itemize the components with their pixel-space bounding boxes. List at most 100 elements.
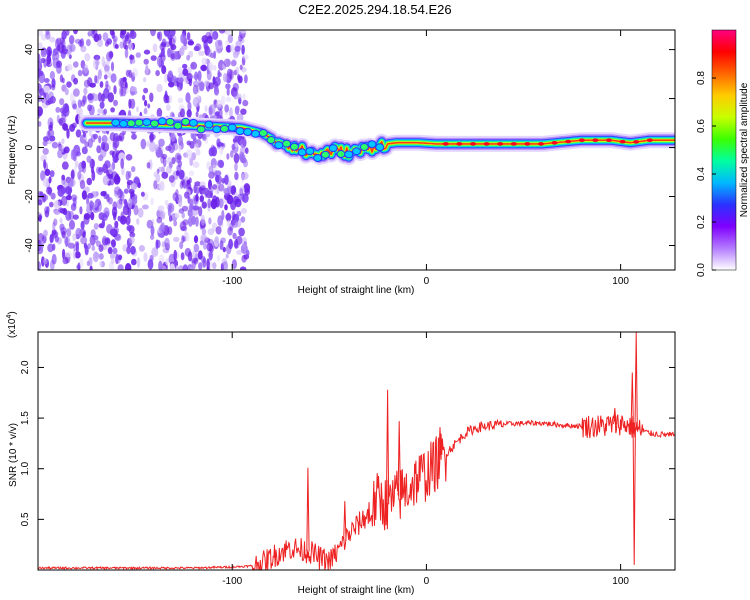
noise-blob [150,197,154,206]
noise-blob [244,184,250,191]
noise-blob [39,239,45,250]
noise-blob [143,107,148,115]
noise-blob [172,35,177,43]
noise-blob [56,63,62,74]
noise-blob [119,191,125,202]
noise-blob [51,141,59,149]
noise-blob [87,192,94,199]
noise-blob [128,42,134,52]
page-title: C2E2.2025.294.18.54.E26 [298,2,452,17]
noise-blob [44,78,50,83]
noise-blob [216,254,220,262]
noise-blob [156,107,163,118]
noise-blob [160,222,166,234]
noise-blob [186,32,191,41]
noise-blob [174,212,180,219]
noise-blob [73,61,79,68]
noise-blob [132,68,138,78]
noise-blob [42,194,49,202]
noise-blob [201,255,206,264]
noise-blob [114,44,119,49]
ridge-blob [375,143,385,152]
noise-blob [240,243,248,254]
noise-blob [167,70,173,78]
noise-blob [181,212,185,219]
noise-blob [151,247,159,257]
bottom-x-tick-label: -100 [222,576,242,587]
ridge-blob [305,147,315,156]
noise-blob [200,64,208,72]
noise-blob [225,212,232,222]
noise-blob [129,98,136,110]
noise-blob [73,88,80,97]
noise-blob [214,170,222,177]
noise-blob [168,95,173,104]
noise-blob [189,157,193,167]
noise-blob [69,123,76,132]
noise-blob [101,218,105,228]
noise-blob [72,249,77,260]
top-x-tick-label: 0 [424,276,430,287]
noise-blob [207,228,215,236]
noise-blob [176,164,182,172]
ridge-blob [227,123,237,132]
noise-blob [195,111,199,118]
noise-blob [238,34,243,42]
noise-blob [157,205,165,212]
noise-blob [84,141,90,148]
ridge-blob [235,127,245,136]
colorbar-label: Normalized spectral amplitude [739,82,750,217]
noise-blob [102,32,109,42]
noise-blob [87,93,94,101]
noise-blob [72,103,78,110]
noise-blob [180,108,185,118]
noise-blob [240,208,247,214]
noise-blob [240,108,247,115]
noise-blob [188,50,194,58]
noise-blob [193,45,200,52]
noise-blob [182,68,189,76]
noise-blob [225,96,232,103]
ridge-hotspot [619,139,626,144]
noise-blob [97,108,104,114]
noise-blob [115,253,119,265]
noise-blob [130,245,136,255]
noise-blob [204,80,210,87]
noise-blob [61,177,66,186]
noise-blob [187,40,195,46]
snr-spike [397,421,401,496]
noise-blob [170,43,174,51]
noise-blob [120,158,125,169]
noise-blob [84,53,91,62]
noise-blob [97,69,102,80]
noise-blob [142,204,149,210]
noise-blob [156,217,163,224]
noise-blob [72,214,79,220]
noise-blob [120,86,127,97]
noise-blob [73,244,78,252]
ridge-blob [119,119,128,128]
noise-blob [161,240,165,249]
noise-blob [69,219,75,230]
bottom-y-tick-label: 2.0 [20,360,31,374]
noise-blob [103,74,108,80]
noise-blob [208,251,213,261]
noise-blob [229,69,234,80]
noise-blob [79,206,83,215]
snr-spike [613,407,617,425]
noise-blob [136,257,141,268]
noise-blob [143,58,149,65]
noise-blob [87,138,93,149]
noise-blob [178,198,183,208]
noise-blob [200,214,206,226]
noise-blob [46,55,52,65]
ridge-hotspot [538,142,544,146]
noise-blob [155,70,160,77]
top-y-tick-label: -40 [24,238,35,253]
noise-blob [207,48,212,58]
noise-blob [241,44,245,55]
noise-blob [91,236,99,244]
noise-blob [185,232,190,242]
noise-blob [160,41,167,48]
noise-blob [156,31,161,40]
